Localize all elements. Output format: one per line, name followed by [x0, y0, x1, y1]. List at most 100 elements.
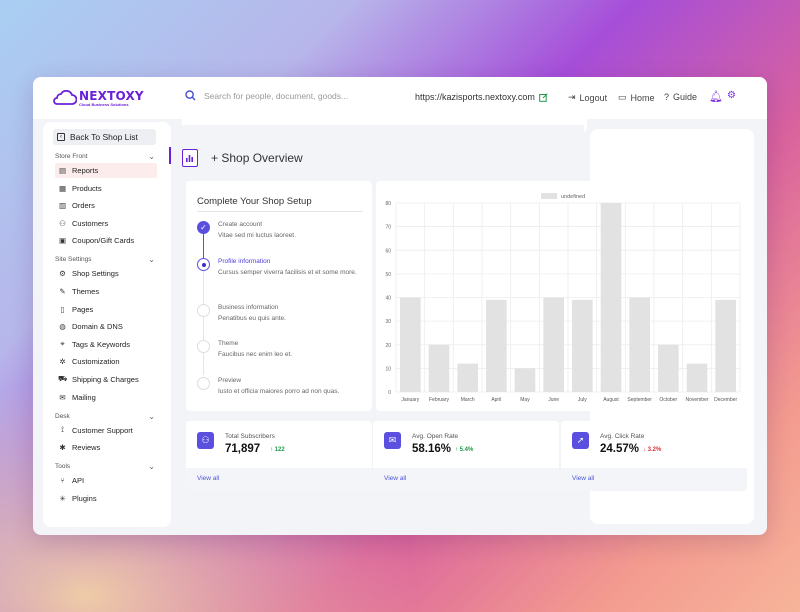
back-to-shop-list-button[interactable]: ‹ Back To Shop List: [53, 129, 156, 145]
report-document-icon: [182, 149, 198, 167]
guide-icon: ?: [664, 92, 670, 102]
coupon-icon: ▣: [58, 236, 67, 246]
sidebar-item-customization[interactable]: ✲ Customization: [55, 354, 157, 369]
truck-icon: ⛟: [58, 374, 68, 384]
stat-label: Total Subscribers: [225, 433, 275, 440]
step-title: Preview: [218, 377, 242, 384]
sidebar-item-label: Mailing: [72, 392, 96, 402]
gear-icon: ⚙: [59, 269, 66, 279]
section-site-settings[interactable]: Site Settings ⌄: [55, 255, 155, 266]
sidebar-item-coupon-gift-cards[interactable]: ▣ Coupon/Gift Cards: [55, 233, 157, 248]
sidebar-item-api[interactable]: ⑂ API: [55, 473, 157, 488]
x-tick-label: April: [491, 397, 501, 403]
sidebar-item-products[interactable]: ▦ Products: [55, 181, 157, 196]
x-tick-label: March: [461, 397, 475, 403]
bar-october: [658, 344, 679, 392]
sidebar-item-label: Products: [72, 183, 102, 193]
home-link[interactable]: ▭ Home: [618, 92, 655, 103]
bar-january: [400, 297, 421, 392]
sidebar-item-label: API: [72, 476, 85, 486]
stat-change-value: 122: [274, 447, 285, 453]
brand-logo[interactable]: NEXTOXY Cloud Business Solutions: [51, 90, 144, 107]
y-tick-label: 80: [385, 201, 391, 207]
home-icon: ▭: [618, 92, 627, 102]
sidebar-item-tags-keywords[interactable]: ⌖ Tags & Keywords: [55, 337, 157, 352]
sidebar-item-domain-dns[interactable]: ◍ Domain & DNS: [55, 319, 157, 334]
legend-swatch: [541, 193, 557, 199]
sidebar-item-label: Shop Settings: [72, 269, 119, 279]
sidebar-item-pages[interactable]: ▯ Pages: [55, 302, 157, 317]
logout-icon: ⇥: [568, 92, 576, 102]
x-tick-label: May: [520, 397, 530, 403]
x-tick-label: June: [548, 397, 559, 403]
sidebar-item-label: Reviews: [72, 443, 101, 453]
section-desk[interactable]: Desk ⌄: [55, 412, 155, 423]
notifications-bell-icon[interactable]: 🔔︎: [709, 91, 723, 103]
sidebar-item-shipping-charges[interactable]: ⛟ Shipping & Charges: [55, 372, 157, 387]
mail-icon: ✉: [59, 392, 66, 402]
sidebar-item-reviews[interactable]: ✱ Reviews: [55, 440, 157, 455]
sidebar-item-label: Reports: [72, 166, 99, 175]
mail-open-icon: ✉: [384, 432, 401, 449]
x-tick-label: August: [603, 397, 619, 403]
y-tick-label: 50: [385, 272, 391, 278]
section-title: Site Settings: [55, 256, 92, 264]
sidebar-item-plugins[interactable]: ✳ Plugins: [55, 491, 157, 506]
y-tick-label: 60: [385, 248, 391, 254]
users-icon: ⚇: [197, 432, 214, 449]
search-input[interactable]: [204, 90, 384, 101]
sidebar-item-reports[interactable]: ▤ Reports: [55, 163, 157, 178]
y-tick-label: 30: [385, 319, 391, 325]
sidebar-item-themes[interactable]: ✎ Themes: [55, 284, 157, 299]
bar-september: [629, 297, 650, 392]
current-step-icon: [197, 258, 210, 271]
stat-card-subscribers: ⚇ Total Subscribers 71,897 ↑ 122 View al…: [186, 421, 372, 491]
guide-link[interactable]: ? Guide: [664, 92, 697, 102]
sidebar-item-orders[interactable]: ▥ Orders: [55, 198, 157, 213]
products-icon: ▦: [58, 183, 67, 193]
step-connector: [203, 317, 204, 343]
chevron-down-icon: ⌄: [148, 152, 155, 161]
logout-link[interactable]: ⇥ Logout: [568, 92, 607, 103]
stat-value: 24.57%: [600, 443, 640, 455]
pending-step-icon: [197, 340, 210, 353]
sidebar-item-label: Domain & DNS: [72, 322, 123, 332]
shop-url[interactable]: https://kazisports.nextoxy.com: [415, 92, 548, 102]
user-settings-icon[interactable]: ⚙: [727, 90, 736, 101]
section-store-front[interactable]: Store Front ⌄: [55, 152, 155, 163]
sidebar-item-customer-support[interactable]: ⟟ Customer Support: [55, 423, 157, 438]
view-all-link[interactable]: View all: [384, 475, 407, 482]
view-all-link[interactable]: View all: [197, 475, 220, 482]
stat-card-open-rate: ✉ Avg. Open Rate 58.16% ↑ 5.4% View all: [373, 421, 559, 491]
sidebar-item-label: Shipping & Charges: [72, 374, 139, 384]
back-button-label: Back To Shop List: [70, 132, 138, 142]
arrow-up-icon: ↑: [455, 447, 458, 453]
section-title: Desk: [55, 412, 70, 420]
sidebar-item-shop-settings[interactable]: ⚙ Shop Settings: [55, 266, 157, 281]
chevron-down-icon: ⌄: [148, 462, 155, 472]
pending-step-icon: [197, 377, 210, 390]
section-tools[interactable]: Tools ⌄: [55, 462, 155, 473]
sidebar-item-label: Customer Support: [72, 425, 133, 435]
x-tick-label: February: [429, 397, 450, 403]
view-all-link[interactable]: View all: [572, 475, 595, 482]
bar-february: [428, 344, 450, 392]
stat-change: ↑ 122: [270, 447, 285, 453]
tag-icon: ⌖: [60, 339, 65, 349]
x-tick-label: November: [685, 397, 708, 403]
setup-title: Complete Your Shop Setup: [197, 196, 312, 207]
search-icon[interactable]: [185, 90, 196, 101]
step-connector: [203, 234, 204, 259]
brand-name: NEXTOXY: [79, 89, 144, 103]
search-bar: [185, 90, 384, 101]
api-icon: ⑂: [60, 476, 65, 486]
stat-change: ↑ 5.4%: [455, 447, 473, 453]
x-tick-label: July: [578, 397, 587, 403]
external-edit-icon[interactable]: [539, 92, 548, 102]
sidebar-item-customers[interactable]: ⚇ Customers: [55, 216, 157, 231]
sidebar-item-label: Coupon/Gift Cards: [72, 236, 135, 246]
sidebar-item-mailing[interactable]: ✉ Mailing: [55, 390, 157, 405]
step-title: Create account: [218, 221, 263, 228]
step-connector: [203, 353, 204, 375]
bar-april: [486, 299, 507, 392]
